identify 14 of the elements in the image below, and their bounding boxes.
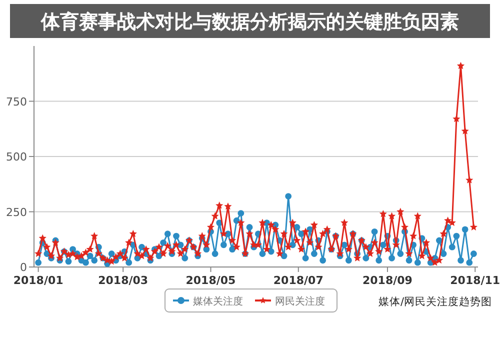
y-tick-label: 250 xyxy=(6,206,27,219)
x-tick-label: 2018/11 xyxy=(450,274,500,287)
x-tick-label: 2018/05 xyxy=(186,274,236,287)
y-tick-label: 750 xyxy=(6,95,27,108)
x-tick-label: 2018/07 xyxy=(273,274,324,287)
x-tick-label: 2018/01 xyxy=(13,274,64,287)
x-tick-label: 2018/09 xyxy=(362,274,412,287)
x-tick-label: 2018/03 xyxy=(98,274,148,287)
text: 媒体/网民关注度趋势图 xyxy=(378,295,492,308)
legend-label: 网民关注度 xyxy=(275,296,325,308)
legend-label: 媒体关注度 xyxy=(193,296,243,308)
y-tick-label: 0 xyxy=(20,261,27,274)
chart-title: 体育赛事战术对比与数据分析揭示的关键胜负因素 xyxy=(40,11,459,33)
y-tick-label: 500 xyxy=(6,150,27,164)
